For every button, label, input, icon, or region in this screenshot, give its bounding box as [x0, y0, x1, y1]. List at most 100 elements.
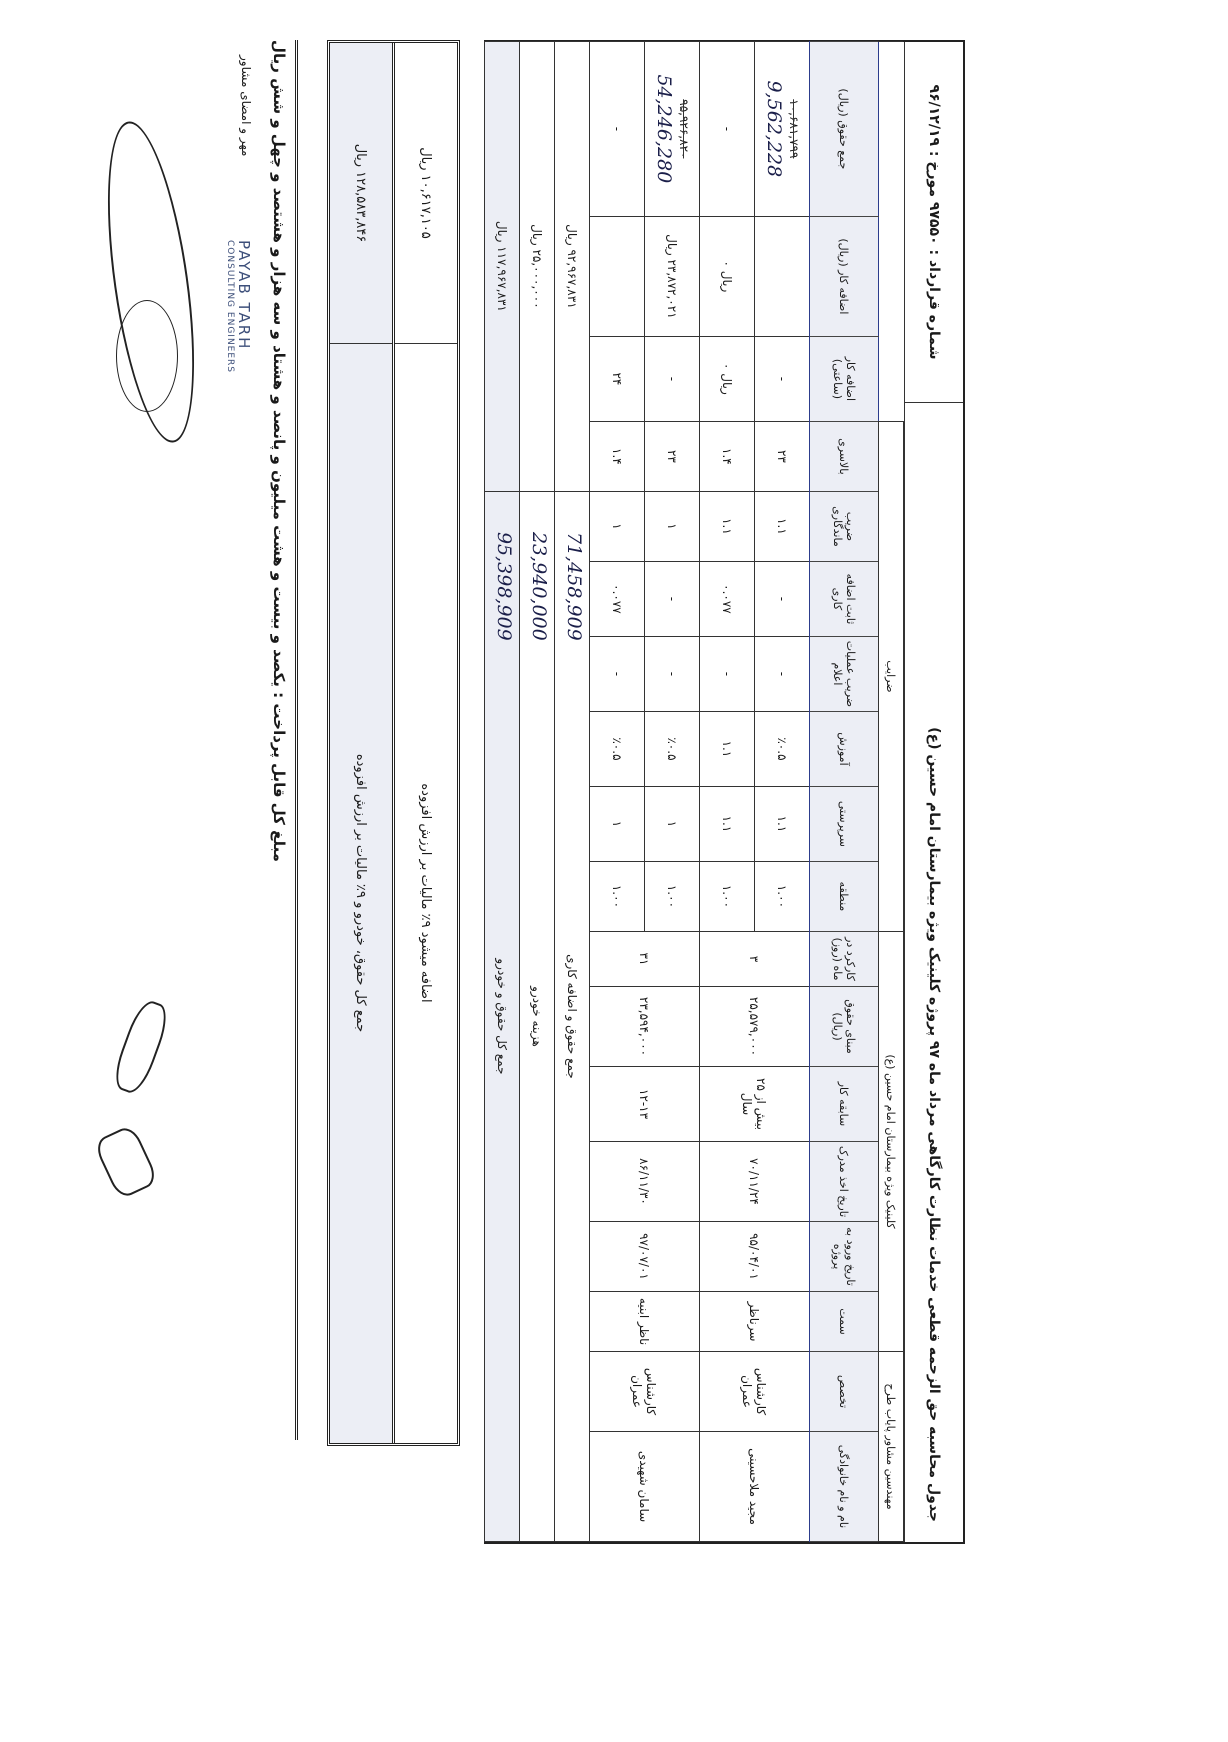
cell-overtime-amount: ۲۳,۸۷۲,۰۲۱ ریال	[644, 216, 700, 337]
cell-value: ۲۳	[665, 449, 679, 463]
column-header: سمت	[809, 1291, 879, 1352]
footer-row: هزینه خودرو 23,940,000 ۲۵,۰۰۰,۰۰۰ ریال	[519, 41, 555, 1542]
cell-days: ۳۱	[589, 931, 700, 987]
cell-base-salary: ۲۵,۵۷۹,۰۰۰	[699, 986, 810, 1067]
grand-total-row: ۱۲۸,۵۸۳,۸۴۶ ریال جمع کل حقوق، خودرو و ۹٪…	[330, 43, 392, 1443]
cell-salary-total: -	[589, 41, 645, 217]
column-header: تاریخ ورود به پروژه	[809, 1221, 879, 1292]
column-header: اضافه کار (ریال)	[809, 216, 879, 337]
cell-value: -	[665, 671, 679, 677]
cell-value: ٪۰.۵	[665, 737, 679, 761]
cell-position: سرناظر	[699, 1291, 810, 1352]
handwritten-amount: 95,398,909	[493, 531, 515, 641]
cell-name: مجید ملاحسینی	[699, 1431, 810, 1542]
coefficients-heading: ضرایب	[878, 421, 904, 932]
cell-value: ریال ۰	[720, 363, 734, 395]
cell-value: ۱	[665, 820, 679, 828]
cell-region: ۱.۰۰	[699, 861, 755, 932]
title-band: جدول محاسبه حق الزحمه قطعی خدمات نظارت ک…	[904, 42, 963, 1542]
cell-experience: بیش از ۲۵ سال	[699, 1066, 810, 1142]
cell-value: ۱.۱	[720, 740, 734, 758]
payroll-table-frame: جدول محاسبه حق الزحمه قطعی خدمات نظارت ک…	[484, 40, 965, 1544]
cell-start-date: ۹۵/۰۴/۰۱	[699, 1221, 810, 1292]
initials-mark-2	[92, 1123, 160, 1201]
amount-in-words: مبلغ کل قابل پرداخت : یکصد و بیست و هشت …	[264, 40, 298, 1440]
column-header: جمع حقوق (ریال)	[809, 41, 879, 217]
column-header: ضریب عملیات اعلام	[809, 636, 879, 712]
column-header: بالاسری	[809, 421, 879, 492]
cell-value: -	[775, 376, 789, 382]
cell-region: ۱.۰۰	[589, 861, 645, 932]
stamp-line1: PAYAB TARH	[235, 240, 253, 351]
cell-operation-factor: -	[754, 636, 810, 712]
cell-fixed-overtime: ۰.۰۷۷	[589, 561, 645, 637]
header-row: نام و نام خانوادگی تخصص سمت تاریخ ورود به پ…	[809, 41, 879, 1542]
cell-specialty: کارشناس عمران	[589, 1351, 700, 1432]
contract-number: شماره قرارداد : ۹۷۵۵۰ مورخ : ۹۶/۱۲/۱۹	[905, 42, 963, 403]
cell-retention-factor: ۱.۱	[699, 491, 755, 562]
cell-operation-factor: -	[699, 636, 755, 712]
cell-overtime-hours: ریال ۰	[699, 336, 755, 422]
cell-training: ٪۰.۵	[754, 711, 810, 787]
grand-total-label: جمع کل حقوق، خودرو و ۹٪ مالیات بر ارزش ا…	[353, 753, 369, 1033]
tax-value: ۱۰,۶۱۷,۱۰۵ ریال	[395, 43, 457, 344]
cell-value: ۱۰,۶۸۱,۷۹۹	[787, 99, 801, 159]
cell-salary-total: ۹۵,۹۲۶,۸۲۰ 54,246,280	[644, 41, 700, 217]
cell-position: ناظر ابنیه	[589, 1291, 700, 1352]
cell-supervision: ۱.۱	[699, 786, 755, 862]
cell-value: ۱.۱	[720, 518, 734, 535]
footer-value: ۹۲,۹۶۷,۸۳۱ ریال	[554, 41, 590, 492]
cell-retention-factor: ۱.۱	[754, 491, 810, 562]
cell-region: ۱.۰۰	[644, 861, 700, 932]
footer-row: جمع کل حقوق و خودرو 95,398,909 ۱۱۷,۹۶۷,۸۳۱…	[484, 41, 520, 1542]
cell-value: -	[775, 596, 789, 602]
signature-loop	[116, 300, 178, 412]
tax-total-box: ۱۰,۶۱۷,۱۰۵ ریال اضافه میشود ۹٪ مالیات بر…	[327, 40, 460, 1446]
cell-salary-total: -	[699, 41, 755, 217]
signature-label: مهر و امضای مشاور	[239, 55, 253, 157]
cell-value: ۱.۴	[720, 448, 734, 465]
column-header: سرپرستی	[809, 786, 879, 862]
cell-value: ریال ۰	[720, 260, 734, 293]
cell-value: ۱	[610, 523, 624, 530]
cell-fixed-overtime: -	[754, 561, 810, 637]
cell-retention-factor: ۱	[644, 491, 700, 562]
cell-fixed-overtime: ۰.۰۷۷	[699, 561, 755, 637]
column-header: تاریخ اخذ مدرک	[809, 1141, 879, 1222]
cell-supervision: ۱	[644, 786, 700, 862]
footer-label-text: جمع کل حقوق و خودرو	[495, 958, 509, 1075]
subheader-row: مهندسین مشاور پایاب طرح کلینیک ویژه بیما…	[878, 41, 904, 1542]
grand-total-value: ۱۲۸,۵۸۳,۸۴۶ ریال	[330, 43, 392, 344]
cell-value: ۱	[610, 820, 624, 828]
cell-days: ۳	[699, 931, 810, 987]
cell-value: -	[720, 126, 734, 132]
cell-experience: ۱۲-۱۳	[589, 1066, 700, 1142]
footer-value: ۱۱۷,۹۶۷,۸۳۱ ریال	[484, 41, 520, 492]
cell-base-salary: ۲۳,۵۹۴,۰۰۰	[589, 986, 700, 1067]
column-header: تخصص	[809, 1351, 879, 1432]
document-title: جدول محاسبه حق الزحمه قطعی خدمات نظارت ک…	[926, 727, 943, 1522]
column-header: نام و نام خانوادگی	[809, 1431, 879, 1542]
handwritten-amount: 23,940,000	[528, 531, 550, 641]
cell-value: ۱.۰۰	[775, 884, 789, 909]
tax-label: اضافه میشود ۹٪ مالیات بر ارزش افزوده	[418, 783, 434, 1003]
cell-training: ٪۰.۵	[644, 711, 700, 787]
cell-value: ۱.۱	[775, 815, 789, 833]
cell-overtime-amount	[589, 216, 645, 337]
cell-start-date: ۹۷/۰۷/۰۱	[589, 1221, 700, 1292]
footer-label: جمع کل حقوق و خودرو 95,398,909	[484, 491, 520, 1542]
footer-label-text: جمع حقوق و اضافه کاری	[565, 954, 579, 1079]
cell-degree-date: ۷۰/۱۱/۲۴	[699, 1141, 810, 1222]
column-header: آموزش	[809, 711, 879, 787]
cell-value: ۰.۰۷۷	[720, 584, 734, 614]
cell-value: ٪۰.۵	[775, 737, 789, 761]
cell-value: ۱.۴	[610, 448, 624, 465]
cell-value: ۱.۱	[720, 815, 734, 833]
cell-salary-total: ۱۰,۶۸۱,۷۹۹ 9,562,228	[754, 41, 810, 217]
initials-mark	[108, 997, 174, 1097]
cell-value: -	[720, 671, 734, 677]
payroll-table: مهندسین مشاور پایاب طرح کلینیک ویژه بیما…	[484, 41, 904, 1542]
stamp-line2: CONSULTING ENGINEERS	[225, 240, 235, 374]
cell-retention-factor: ۱	[589, 491, 645, 562]
